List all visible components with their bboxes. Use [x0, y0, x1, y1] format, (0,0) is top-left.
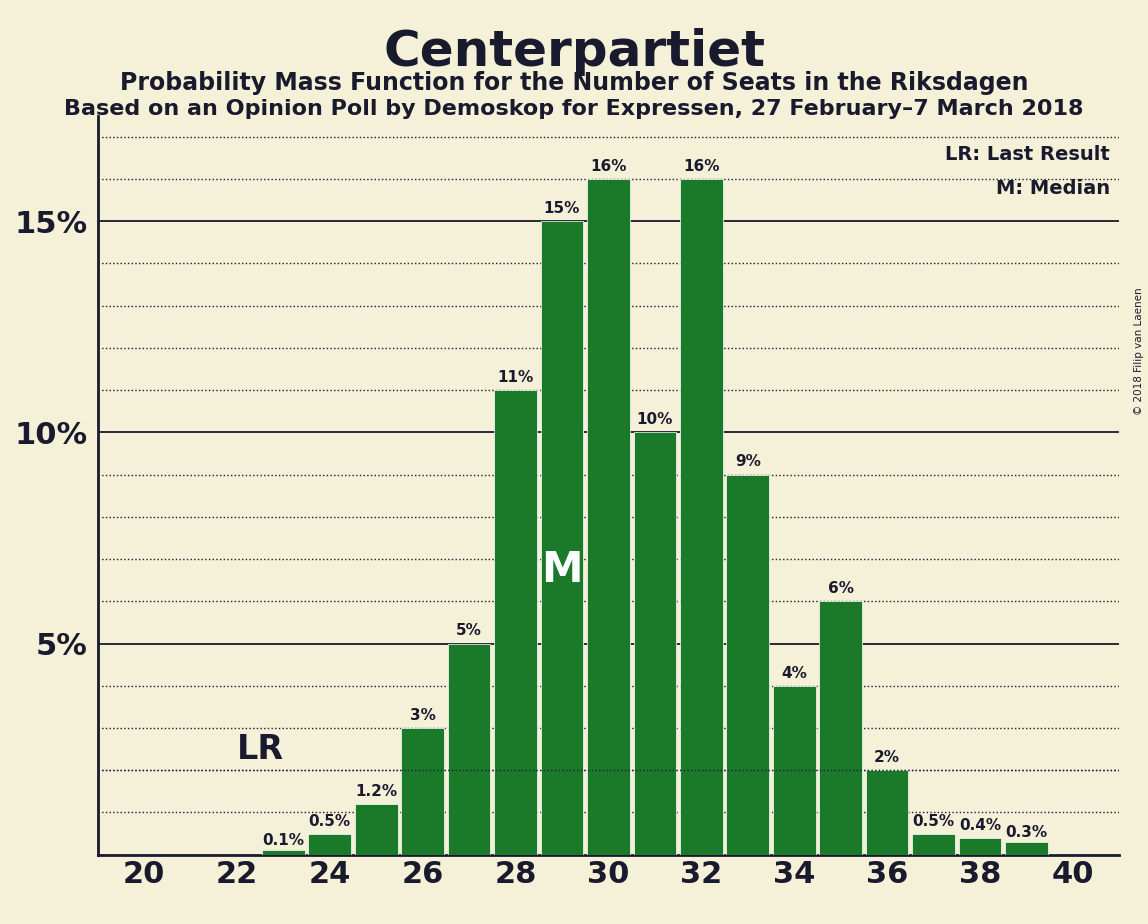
Text: © 2018 Filip van Laenen: © 2018 Filip van Laenen — [1134, 287, 1143, 415]
Text: 6%: 6% — [828, 581, 854, 596]
Text: 4%: 4% — [782, 665, 807, 681]
Text: 0.5%: 0.5% — [309, 813, 351, 829]
Bar — [587, 179, 630, 855]
Bar — [494, 390, 537, 855]
Text: 11%: 11% — [497, 370, 534, 385]
Text: M: Median: M: Median — [995, 179, 1110, 198]
Text: 0.4%: 0.4% — [959, 818, 1001, 833]
Text: LR: LR — [236, 733, 284, 766]
Text: Centerpartiet: Centerpartiet — [383, 28, 765, 76]
Text: 0.1%: 0.1% — [263, 833, 304, 848]
Text: M: M — [541, 549, 583, 590]
Text: Probability Mass Function for the Number of Seats in the Riksdagen: Probability Mass Function for the Number… — [119, 71, 1029, 95]
Text: 16%: 16% — [590, 159, 627, 174]
Text: 0.5%: 0.5% — [913, 813, 955, 829]
Bar — [913, 833, 955, 855]
Bar — [309, 833, 351, 855]
Text: 2%: 2% — [874, 750, 900, 765]
Text: 10%: 10% — [637, 412, 673, 427]
Bar — [402, 728, 444, 855]
Bar — [727, 475, 769, 855]
Bar — [773, 686, 815, 855]
Text: 3%: 3% — [410, 708, 435, 723]
Text: 9%: 9% — [735, 455, 761, 469]
Text: 0.3%: 0.3% — [1006, 825, 1047, 840]
Bar — [262, 850, 304, 855]
Bar — [541, 221, 583, 855]
Text: 16%: 16% — [683, 159, 720, 174]
Bar — [959, 838, 1001, 855]
Text: 5%: 5% — [456, 624, 482, 638]
Text: 15%: 15% — [544, 201, 580, 216]
Text: Based on an Opinion Poll by Demoskop for Expressen, 27 February–7 March 2018: Based on an Opinion Poll by Demoskop for… — [64, 99, 1084, 119]
Bar — [866, 771, 908, 855]
Text: 1.2%: 1.2% — [355, 784, 397, 799]
Bar — [634, 432, 676, 855]
Bar — [820, 602, 862, 855]
Bar — [355, 804, 397, 855]
Bar — [1004, 842, 1048, 855]
Bar — [448, 643, 490, 855]
Bar — [680, 179, 723, 855]
Text: LR: Last Result: LR: Last Result — [945, 145, 1110, 164]
